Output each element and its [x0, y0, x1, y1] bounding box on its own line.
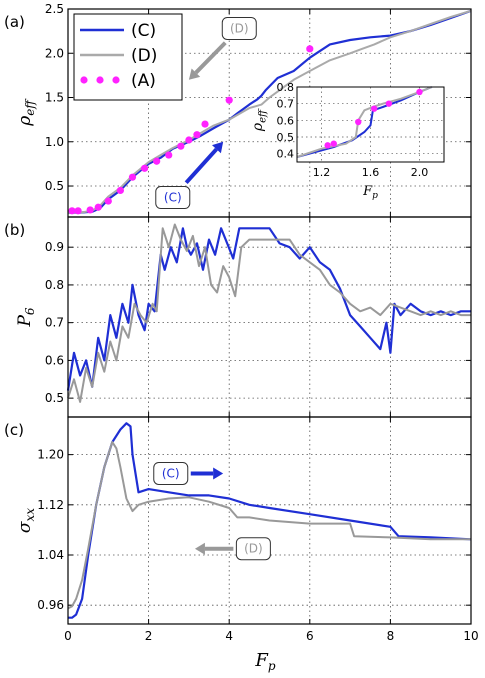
- legend-marker-A: [80, 76, 88, 84]
- y-tick-label: 2.5: [45, 2, 64, 16]
- data-point-A: [86, 206, 94, 214]
- annotation-arrowhead: [194, 542, 205, 555]
- data-point-A: [94, 203, 102, 211]
- inset: 0.4 0.5 0.6 0.7 0.8 1.2 1.6 2.0 ρeff Fp: [250, 81, 445, 201]
- inset-y-tick-label: 0.5: [277, 131, 295, 144]
- data-point-A: [185, 136, 193, 144]
- y-axis-label: ρeff: [15, 98, 37, 127]
- data-point-A: [201, 120, 209, 128]
- inset-x-tick-label: 1.6: [362, 166, 380, 179]
- annotation-arrowhead: [213, 467, 224, 480]
- inset-y-tick-label: 0.8: [277, 81, 295, 94]
- x-tick-label: 2: [145, 629, 153, 643]
- data-point-A: [177, 142, 185, 150]
- data-point-A: [140, 164, 149, 172]
- inset-y-axis-label: ρeff: [250, 108, 269, 132]
- inset-y-tick-label: 0.6: [277, 114, 295, 127]
- inset-y-tick-label: 0.7: [277, 98, 295, 111]
- data-point-A: [153, 157, 161, 165]
- y-tick-label: 0.5: [45, 179, 64, 193]
- inset-point-A: [355, 118, 362, 126]
- inset-point-A: [330, 140, 337, 147]
- inset-line-D: [296, 86, 433, 158]
- series-line-D: [68, 9, 472, 214]
- y-tick-label: 0.8: [45, 278, 64, 292]
- annotation-box: [153, 461, 189, 485]
- x-tick-label: 6: [306, 629, 314, 643]
- inset-line-C: [296, 86, 433, 158]
- y-tick-label: 0.6: [45, 353, 64, 367]
- inset-point-A: [385, 100, 393, 107]
- annotation-label: (D): [230, 21, 249, 35]
- legend: (C) (D) (A): [73, 13, 183, 101]
- inset-x-tick-label: 1.2: [313, 166, 331, 179]
- annotation-arrowhead: [211, 141, 224, 154]
- panel-label: (b): [4, 221, 25, 239]
- annotation-arrow: [194, 41, 227, 75]
- series-line-D: [67, 441, 471, 610]
- y-axis-label: σxx: [15, 508, 37, 533]
- legend-entry: (C): [131, 21, 156, 41]
- inset-point-A: [416, 88, 423, 96]
- y-tick-label: 0.96: [37, 598, 64, 612]
- data-point-A: [165, 151, 173, 159]
- data-point-A: [128, 173, 137, 181]
- y-tick-label: 1.12: [37, 498, 64, 512]
- annotation-box: [221, 16, 257, 40]
- legend-marker-A: [112, 76, 120, 84]
- y-tick-label: 0.9: [45, 240, 64, 254]
- series-line-C: [66, 227, 471, 391]
- data-point-A: [104, 197, 112, 205]
- x-tick-label: 4: [225, 629, 233, 643]
- legend-entry: (A): [131, 71, 156, 91]
- annotation-arrow: [184, 147, 218, 185]
- annotation-label: (C): [162, 466, 180, 480]
- legend-entry: (D): [131, 46, 157, 66]
- panel-b: 0.5 0.6 0.7 0.8 0.9 (b) P6: [4, 216, 472, 418]
- panel-label: (a): [4, 13, 25, 31]
- y-tick-label: 1.04: [37, 548, 64, 562]
- annotation-label: (C): [164, 191, 182, 205]
- legend-box: [73, 13, 183, 101]
- panel-c: 0.96 1.04 1.12 1.20 0 2 4 6 8 10 (c) σxx Fp (C) (D): [4, 416, 479, 673]
- inset-x-tick-label: 2.0: [411, 166, 429, 179]
- y-tick-label: 2.0: [45, 46, 64, 60]
- data-point-A: [225, 96, 233, 104]
- y-tick-label: 1.20: [37, 448, 64, 462]
- legend-marker-A: [96, 76, 104, 84]
- panel-a: 0.5 1.0 1.5 2.0 2.5 (a) ρeff (D) (C) (C) (D) (A) 0.4…: [4, 2, 472, 218]
- plot-frame: [67, 416, 472, 625]
- series-line-D: [67, 223, 471, 403]
- y-tick-label: 0.7: [45, 316, 64, 330]
- y-tick-label: 0.5: [45, 391, 64, 405]
- x-tick-label: 0: [64, 629, 72, 643]
- annotation-arrowhead: [188, 68, 201, 80]
- data-point-A: [74, 207, 82, 215]
- annotation-label: (D): [244, 542, 263, 556]
- data-point-A: [116, 186, 124, 195]
- inset-point-A: [324, 142, 331, 149]
- y-tick-label: 1.5: [45, 91, 64, 105]
- data-point-A: [193, 131, 201, 139]
- annotation-box: [155, 186, 191, 210]
- annotation-box: [235, 537, 271, 561]
- data-point-A: [68, 207, 76, 215]
- x-tick-label: 8: [387, 629, 395, 643]
- y-tick-label: 1.0: [45, 135, 64, 149]
- inset-y-tick-label: 0.4: [277, 148, 295, 161]
- x-axis-label: Fp: [254, 650, 276, 673]
- inset-point-A: [370, 105, 378, 112]
- inset-frame: [296, 86, 445, 163]
- x-tick-label: 10: [463, 629, 478, 643]
- data-point-A: [306, 45, 314, 53]
- inset-x-axis-label: Fp: [362, 184, 378, 201]
- y-axis-label: P6: [15, 307, 37, 327]
- panel-label: (c): [4, 421, 24, 439]
